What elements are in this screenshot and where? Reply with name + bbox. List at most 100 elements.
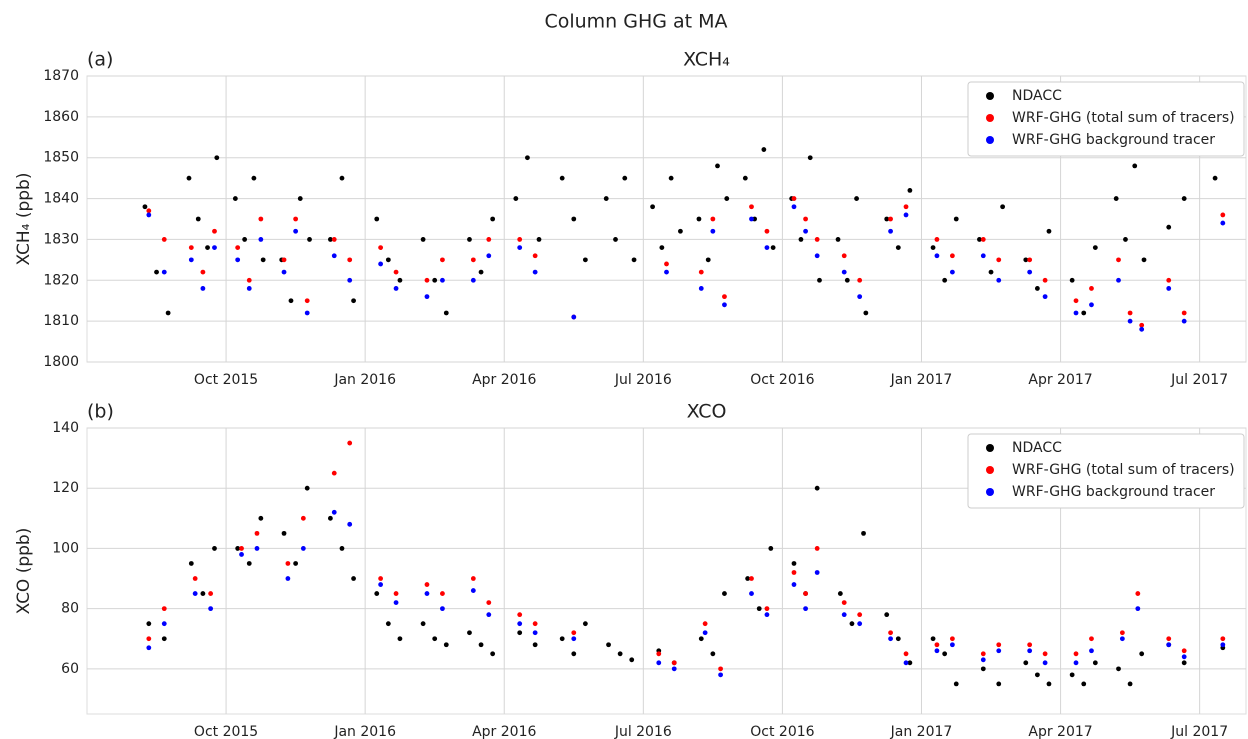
data-point (988, 269, 994, 275)
data-point (1116, 257, 1121, 263)
data-point (347, 257, 353, 263)
data-point (532, 253, 538, 259)
data-point (467, 237, 472, 242)
data-point (1220, 220, 1226, 226)
data-point (903, 651, 909, 657)
data-point (841, 269, 847, 275)
data-point (888, 630, 893, 636)
data-point (722, 302, 727, 308)
y-tick-label: 1800 (43, 354, 79, 370)
data-point (517, 612, 523, 618)
data-point (606, 642, 611, 648)
data-point (239, 546, 244, 551)
data-point (260, 257, 266, 263)
data-point (814, 237, 820, 242)
data-point (791, 561, 797, 566)
data-point (603, 196, 609, 201)
data-point (161, 636, 167, 642)
figure-title: Column GHG at MA (544, 11, 727, 33)
data-point (668, 175, 674, 181)
data-point (351, 576, 356, 581)
data-point (1089, 636, 1094, 642)
x-tick-label: Oct 2016 (750, 372, 814, 388)
data-point (486, 237, 492, 242)
y-tick-label: 100 (52, 540, 79, 556)
data-point (1023, 660, 1029, 666)
y-tick-label: 1840 (43, 191, 79, 207)
data-point (934, 642, 940, 648)
data-point (432, 636, 438, 642)
x-tick-label: Apr 2017 (1028, 372, 1092, 388)
data-point (1166, 636, 1172, 642)
data-point (996, 681, 1002, 687)
data-point (764, 245, 770, 251)
data-point (146, 621, 152, 627)
legend-marker (986, 488, 994, 496)
data-point (385, 257, 391, 263)
data-point (285, 561, 291, 566)
data-point (650, 204, 655, 210)
data-point (208, 591, 214, 596)
x-tick-label: Oct 2015 (194, 372, 258, 388)
data-point (478, 642, 484, 648)
data-point (208, 606, 214, 612)
data-point (486, 253, 492, 259)
panel-title: XCH₄ (683, 49, 730, 71)
data-point (536, 237, 542, 242)
data-point (617, 651, 623, 657)
data-point (1127, 318, 1133, 324)
data-point (718, 666, 723, 672)
data-point (814, 546, 820, 551)
data-point (942, 277, 948, 283)
data-point (1116, 666, 1121, 672)
x-tick-label: Jan 2017 (890, 724, 953, 739)
data-point (288, 298, 294, 304)
x-tick-label: Jul 2017 (1170, 372, 1228, 388)
data-point (424, 277, 430, 283)
y-tick-label: 120 (52, 480, 79, 496)
data-point (710, 651, 716, 657)
data-point (953, 216, 959, 222)
data-point (863, 310, 869, 316)
data-point (214, 155, 220, 161)
data-point (200, 286, 206, 291)
data-point (949, 636, 955, 642)
data-point (745, 576, 751, 581)
data-point (393, 286, 399, 291)
legend-label: WRF-GHG (total sum of tracers) (1012, 110, 1235, 126)
data-point (930, 245, 936, 251)
data-point (1092, 660, 1098, 666)
data-point (424, 582, 430, 587)
data-point (980, 666, 986, 672)
data-point (1113, 196, 1119, 201)
data-point (1081, 310, 1087, 316)
data-point (671, 666, 677, 672)
data-point (698, 636, 704, 642)
data-point (1181, 318, 1187, 324)
legend-marker (986, 136, 994, 144)
data-point (258, 237, 264, 242)
data-point (803, 228, 808, 234)
data-point (996, 648, 1002, 654)
data-point (841, 612, 847, 618)
data-point (798, 237, 804, 242)
data-point (331, 470, 337, 476)
data-point (1127, 310, 1133, 316)
x-tick-label: Jul 2016 (614, 372, 672, 388)
data-point (254, 546, 260, 551)
data-point (571, 216, 577, 222)
data-point (242, 237, 248, 242)
data-point (470, 588, 476, 593)
data-point (791, 204, 797, 210)
data-point (517, 630, 523, 636)
data-point (764, 612, 770, 618)
data-point (432, 277, 438, 283)
data-point (467, 630, 472, 636)
data-point (517, 237, 523, 242)
data-point (803, 606, 808, 612)
data-point (631, 257, 637, 263)
data-point (949, 269, 955, 275)
data-point (300, 515, 306, 521)
data-point (1135, 591, 1141, 596)
